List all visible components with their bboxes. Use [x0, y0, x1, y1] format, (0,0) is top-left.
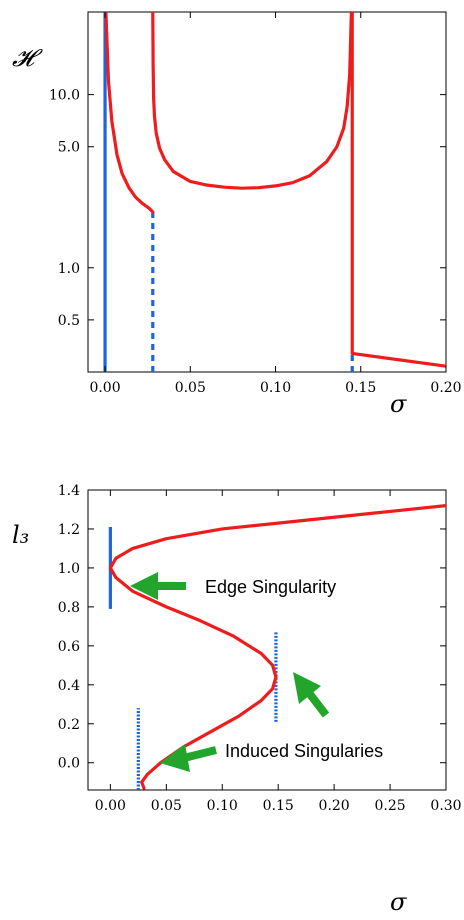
hamiltonian-chart: 0.00 0.05 0.10 0.15 0.20 0.5 1.0 5.0 10.0 𝓗 σ [12, 11, 462, 418]
edge-singularity-arrow [130, 572, 186, 600]
y-tick-label: 1.0 [58, 561, 80, 577]
x-tick-label: 0.25 [374, 798, 405, 814]
y-axis-label: 𝓗 [12, 44, 43, 72]
series-line-1 [108, 503, 446, 790]
series-line-1 [104, 12, 155, 214]
y-tick-label: 0.5 [58, 313, 80, 329]
y-tick-label: 0.2 [58, 717, 80, 733]
x-tick-label: 0.05 [151, 798, 182, 814]
series-line-3 [350, 12, 446, 368]
induced-singularity-arrow-left [160, 744, 217, 772]
y-tick-label: 1.4 [58, 483, 80, 499]
y-tick-label: 5.0 [58, 140, 80, 156]
plot-frame [87, 489, 447, 791]
x-tick-label: 0.15 [263, 798, 294, 814]
x-tick-label: 0.00 [95, 798, 126, 814]
x-axis-label: σ [390, 888, 407, 916]
x-tick-label: 0.20 [430, 380, 461, 396]
plot-frame [87, 11, 447, 373]
annotation-edge-singularity: Edge Singularity [205, 577, 336, 597]
x-tick-label: 0.10 [260, 380, 291, 396]
l3-chart: 0.00 0.05 0.10 0.15 0.20 0.25 0.30 0.0 0.2 0.4 0.6… [12, 483, 462, 916]
x-tick-label: 0.00 [89, 380, 120, 396]
y-tick-label: 10.0 [49, 88, 80, 104]
x-tick-label: 0.30 [430, 798, 461, 814]
y-axis-label: l₃ [12, 521, 29, 549]
x-tick-label: 0.15 [345, 380, 376, 396]
y-tick-label: 0.8 [58, 600, 80, 616]
y-tick-label: 0.4 [58, 678, 80, 694]
y-tick-label: 0.6 [58, 639, 80, 655]
y-tick-label: 1.0 [58, 261, 80, 277]
induced-singularity-arrow-up [293, 672, 330, 718]
x-tick-label: 0.05 [175, 380, 206, 396]
x-tick-label: 0.10 [207, 798, 238, 814]
y-tick-label: 1.2 [58, 522, 80, 538]
annotation-induced-singularities: Induced Singularies [225, 741, 383, 761]
x-tick-label: 0.20 [319, 798, 350, 814]
series-line-2 [151, 12, 353, 190]
y-tick-label: 0.0 [58, 756, 80, 772]
x-axis-label: σ [390, 390, 407, 418]
